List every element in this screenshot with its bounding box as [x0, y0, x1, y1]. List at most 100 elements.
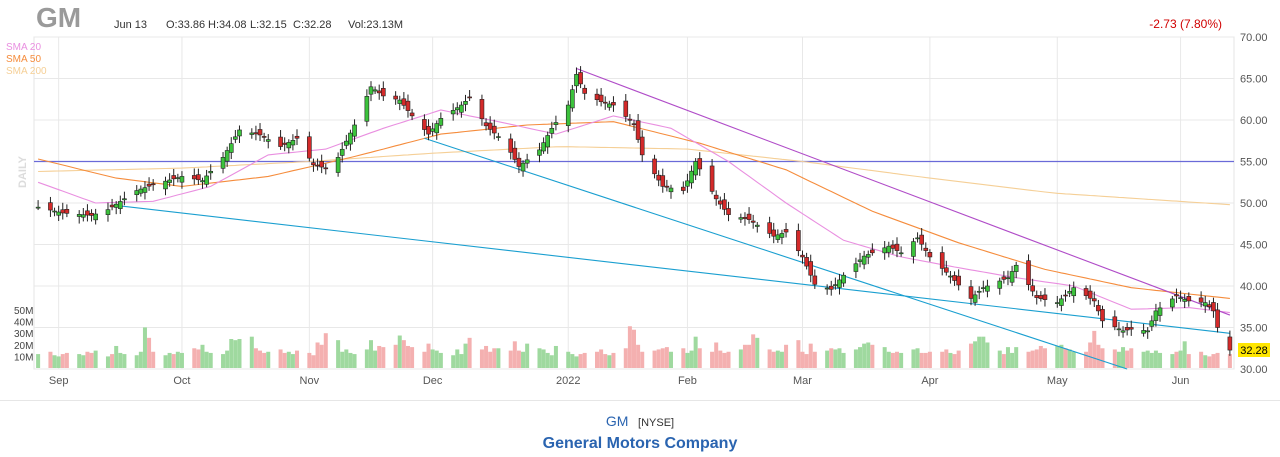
- volume-bar: [685, 352, 690, 368]
- candle-body: [800, 254, 805, 258]
- volume-bar: [122, 354, 127, 368]
- candle-body: [981, 287, 986, 289]
- volume-bar: [582, 352, 587, 368]
- volume-bar: [771, 351, 776, 368]
- volume-bar: [1026, 351, 1031, 368]
- volume-bar: [323, 333, 328, 368]
- candle-body: [52, 210, 57, 213]
- candle-body: [196, 174, 201, 181]
- candle-body: [915, 237, 920, 240]
- price-tick-label: 40.00: [1240, 281, 1268, 293]
- date-axis: Sep Oct Nov Dec 2022 Feb Mar Apr May Jun: [49, 375, 1190, 387]
- candle-body: [1157, 307, 1163, 316]
- candle-body: [311, 162, 316, 166]
- volume-bar: [866, 342, 871, 368]
- candle-body: [397, 99, 403, 104]
- candle-body: [693, 161, 698, 176]
- candle-body: [1067, 291, 1072, 294]
- volume-bar: [611, 352, 616, 368]
- volume-bar: [93, 350, 98, 368]
- volume-bar: [381, 347, 386, 368]
- candle-body: [853, 263, 859, 272]
- footer-symbol-link[interactable]: GM: [605, 413, 629, 429]
- price-chart[interactable]: 30.00 35.00 40.00 45.00 50.00 55.00 60.00 65.00…: [0, 0, 1280, 400]
- volume-bar: [837, 348, 842, 368]
- volume-bar: [862, 343, 867, 368]
- volume-bar: [282, 352, 287, 368]
- volume-bar: [636, 344, 641, 368]
- volume-bar: [833, 349, 838, 368]
- candle-body: [261, 136, 267, 138]
- candle-body: [60, 209, 66, 214]
- volume-bar: [1129, 348, 1134, 368]
- chart-grid: [33, 36, 1235, 370]
- volume-bar: [940, 351, 945, 368]
- volume-bar: [825, 350, 830, 368]
- candle-body: [537, 149, 542, 156]
- candle-body: [796, 230, 801, 252]
- volume-bar: [508, 350, 513, 368]
- candle-body: [582, 87, 587, 94]
- header-date: Jun 13: [114, 19, 147, 31]
- volume-bar: [105, 356, 110, 368]
- candlesticks[interactable]: [35, 66, 1233, 356]
- volume-bar: [812, 351, 817, 368]
- volume-bar: [237, 339, 242, 368]
- volume-bar: [438, 352, 443, 368]
- candle-body: [1091, 298, 1097, 302]
- volume-bar: [348, 352, 353, 368]
- candle-body: [911, 241, 916, 257]
- volume-bar: [249, 336, 254, 368]
- volume-bar: [352, 354, 357, 368]
- volume-bar: [599, 349, 604, 368]
- candle-body: [1186, 296, 1192, 302]
- volume-bar: [1096, 344, 1101, 368]
- volume-bar: [1158, 352, 1163, 368]
- volume-bar: [915, 348, 920, 368]
- header-low: L:32.15: [250, 19, 287, 31]
- candle-body: [713, 194, 719, 200]
- sma200-line: [38, 146, 1230, 206]
- candle-body: [709, 165, 715, 192]
- candle-body: [972, 294, 978, 303]
- volume-bar: [340, 351, 345, 368]
- price-tick-label: 65.00: [1240, 74, 1268, 86]
- volume-bar: [714, 342, 719, 368]
- volume-bar: [693, 336, 698, 368]
- volume-bar: [1055, 345, 1060, 368]
- candle-body: [171, 175, 177, 180]
- candle-body: [208, 170, 214, 174]
- candle-body: [1009, 271, 1015, 283]
- volume-bar: [377, 345, 382, 368]
- candle-body: [364, 96, 370, 122]
- volume-bar: [434, 350, 439, 368]
- ticker-symbol: GM: [36, 2, 81, 33]
- candle-body: [541, 142, 546, 152]
- volume-bar: [977, 336, 982, 368]
- candle-body: [726, 208, 731, 215]
- volume-bar: [1227, 354, 1232, 368]
- volume-bar: [455, 349, 460, 368]
- candle-body: [783, 229, 789, 233]
- volume-bar: [426, 343, 431, 368]
- candle-body: [664, 185, 670, 188]
- candle-body: [179, 176, 185, 183]
- header-high: H:34.08: [208, 19, 247, 31]
- volume-bar: [147, 337, 152, 368]
- price-change: -2.73 (7.80%): [1149, 17, 1222, 31]
- candle-body: [1059, 298, 1064, 306]
- candle-body: [545, 135, 550, 148]
- candle-body: [496, 136, 501, 138]
- date-tick-label: Dec: [423, 375, 443, 387]
- candle-body: [401, 98, 407, 106]
- volume-bar: [742, 344, 747, 368]
- candle-body: [952, 275, 957, 281]
- candle-body: [1030, 285, 1035, 292]
- volume-bar: [85, 351, 90, 368]
- volume-bar: [467, 337, 472, 368]
- volume-bar: [722, 352, 727, 368]
- volume-bar: [463, 343, 468, 368]
- candle-body: [689, 170, 694, 184]
- candle-body: [200, 180, 205, 183]
- volume-bar: [697, 348, 702, 368]
